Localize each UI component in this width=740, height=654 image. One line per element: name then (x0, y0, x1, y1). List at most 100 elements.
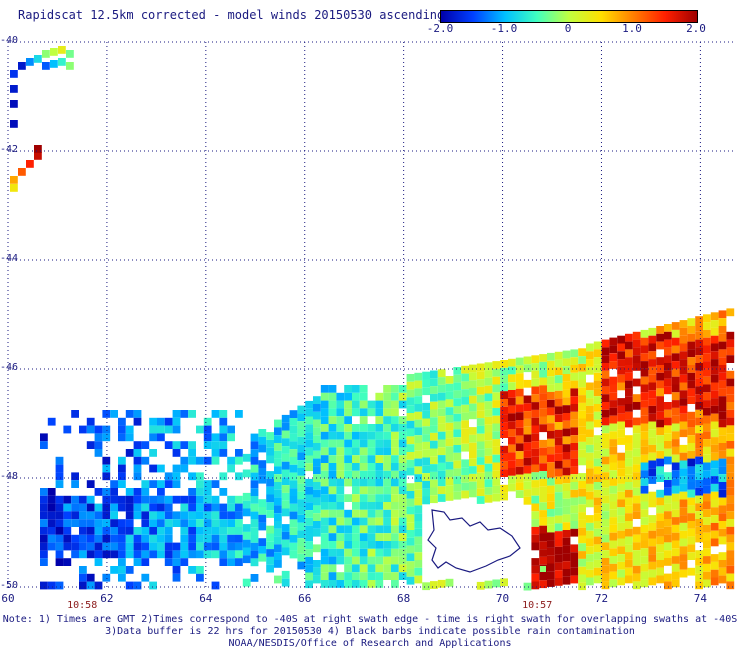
wind-cell (188, 535, 196, 543)
wind-cell (79, 519, 87, 527)
wind-cell (204, 550, 212, 558)
wind-cell (266, 526, 274, 534)
wind-cell (617, 414, 625, 422)
wind-cell (204, 426, 212, 434)
wind-cell (336, 440, 344, 448)
wind-cell (656, 513, 664, 521)
wind-cell (329, 471, 337, 479)
wind-cell (687, 435, 695, 443)
wind-cell (329, 533, 337, 541)
wind-cell (40, 441, 48, 449)
wind-cell (56, 558, 64, 566)
wind-cell (656, 466, 664, 474)
wind-cell (648, 461, 656, 469)
wind-cell (321, 463, 329, 471)
wind-cell (586, 461, 594, 469)
wind-cell (539, 495, 547, 503)
wind-cell (360, 447, 368, 455)
wind-cell (500, 376, 508, 384)
wind-cell (173, 480, 181, 488)
wind-cell (391, 440, 399, 448)
wind-cell (258, 499, 266, 507)
wind-cell (539, 440, 547, 448)
wind-cell (313, 498, 321, 506)
wind-cell (617, 398, 625, 406)
wind-cell (102, 574, 110, 582)
wind-cell (726, 379, 734, 387)
wind-cell (555, 477, 563, 485)
wind-cell (648, 414, 656, 422)
wind-cell (391, 432, 399, 440)
wind-cell (227, 558, 235, 566)
wind-cell (34, 55, 42, 63)
wind-cell (352, 549, 360, 557)
wind-cell (118, 433, 126, 441)
wind-cell (524, 411, 532, 419)
wind-cell (664, 550, 672, 558)
wind-cell (570, 412, 578, 420)
wind-cell (297, 484, 305, 492)
wind-cell (672, 548, 680, 556)
wind-cell (500, 493, 508, 501)
wind-cell (656, 381, 664, 389)
wind-cell (173, 550, 181, 558)
wind-cell (375, 549, 383, 557)
wind-cell (477, 442, 485, 450)
wind-cell (711, 336, 719, 344)
wind-cell (578, 442, 586, 450)
wind-cell (407, 499, 415, 507)
wind-cell (282, 540, 290, 548)
wind-cell (695, 363, 703, 371)
wind-cell (79, 574, 87, 582)
wind-cell (141, 504, 149, 512)
wind-cell (711, 328, 719, 336)
wind-cell (227, 504, 235, 512)
wind-cell (586, 437, 594, 445)
wind-cell (617, 336, 625, 344)
lon-label: 60 (1, 592, 14, 605)
wind-difference-cells (10, 46, 734, 591)
wind-cell (726, 410, 734, 418)
wind-cell (563, 483, 571, 491)
wind-cell (258, 445, 266, 453)
wind-cell (695, 558, 703, 566)
wind-cell (368, 494, 376, 502)
wind-cell (79, 527, 87, 535)
wind-cell (274, 498, 282, 506)
wind-cell (641, 494, 649, 502)
wind-cell (297, 413, 305, 421)
wind-cell (594, 498, 602, 506)
wind-cell (609, 486, 617, 494)
wind-cell (555, 391, 563, 399)
wind-cell (726, 394, 734, 402)
wind-cell (687, 451, 695, 459)
wind-cell (375, 447, 383, 455)
wind-cell (360, 385, 368, 393)
wind-cell (110, 550, 118, 558)
wind-cell (609, 556, 617, 564)
wind-cell (305, 502, 313, 510)
wind-cell (672, 486, 680, 494)
wind-cell (134, 558, 142, 566)
wind-cell (578, 372, 586, 380)
wind-cell (680, 351, 688, 359)
wind-cell (204, 480, 212, 488)
wind-cell (282, 438, 290, 446)
wind-cell (141, 519, 149, 527)
wind-cell (102, 426, 110, 434)
wind-cell (118, 543, 126, 551)
wind-cell (399, 424, 407, 432)
wind-cell (399, 463, 407, 471)
wind-cell (446, 454, 454, 462)
wind-cell (570, 568, 578, 576)
wind-cell (188, 527, 196, 535)
wind-cell (297, 468, 305, 476)
wind-cell (672, 392, 680, 400)
wind-cell (672, 470, 680, 478)
wind-cell (508, 429, 516, 437)
wind-cell (157, 426, 165, 434)
wind-cell (453, 422, 461, 430)
wind-cell (477, 387, 485, 395)
wind-cell (625, 560, 633, 568)
